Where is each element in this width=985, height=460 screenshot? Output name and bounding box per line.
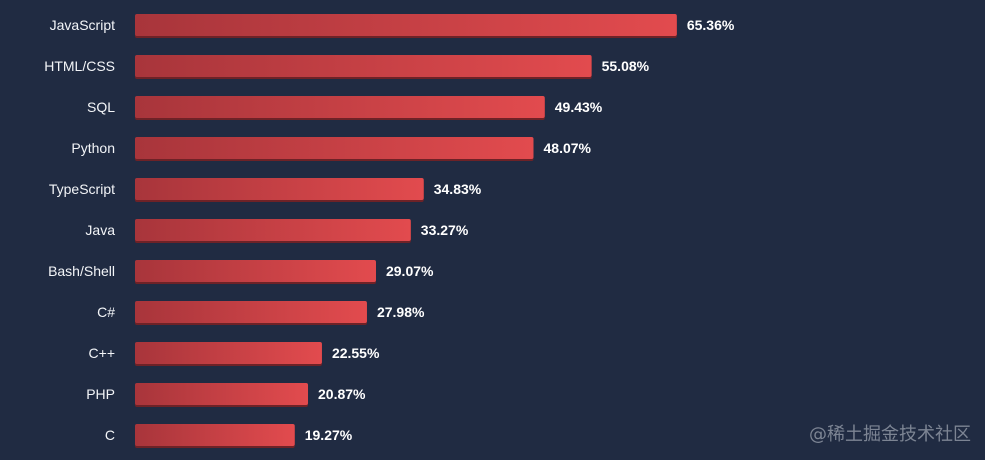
bar-sql xyxy=(135,96,545,118)
bar-java xyxy=(135,219,411,241)
category-label: Java xyxy=(85,222,115,238)
category-label: HTML/CSS xyxy=(44,58,115,74)
category-label: PHP xyxy=(86,386,115,402)
value-label: 55.08% xyxy=(602,58,650,74)
bar-html-css xyxy=(135,55,592,77)
category-label: Bash/Shell xyxy=(48,263,115,279)
category-label: C# xyxy=(97,304,115,320)
category-label: JavaScript xyxy=(50,17,115,33)
value-label: 65.36% xyxy=(687,17,735,33)
category-label: C++ xyxy=(89,345,115,361)
value-label: 29.07% xyxy=(386,263,434,279)
value-label: 49.43% xyxy=(555,99,603,115)
value-label: 27.98% xyxy=(377,304,425,320)
category-label: Python xyxy=(71,140,115,156)
watermark: @稀土掘金技术社区 xyxy=(809,424,971,445)
category-label: C xyxy=(105,427,115,443)
bar-c- xyxy=(135,342,322,364)
bar-typescript xyxy=(135,178,424,200)
bar-javascript xyxy=(135,14,677,36)
value-label: 19.27% xyxy=(305,427,353,443)
value-label: 34.83% xyxy=(434,181,482,197)
bar-bash-shell xyxy=(135,260,376,282)
value-label: 20.87% xyxy=(318,386,366,402)
category-label: TypeScript xyxy=(49,181,115,197)
bar-php xyxy=(135,383,309,405)
bar-c xyxy=(135,424,295,446)
value-label: 33.27% xyxy=(421,222,469,238)
value-label: 48.07% xyxy=(544,140,592,156)
bar-python xyxy=(135,137,534,159)
bar-c- xyxy=(135,301,367,323)
category-label: SQL xyxy=(87,99,115,115)
value-label: 22.55% xyxy=(332,345,380,361)
bars-group: JavaScript 65.36% HTML/CSS 55.08% SQL 49.43% P… xyxy=(44,14,735,448)
